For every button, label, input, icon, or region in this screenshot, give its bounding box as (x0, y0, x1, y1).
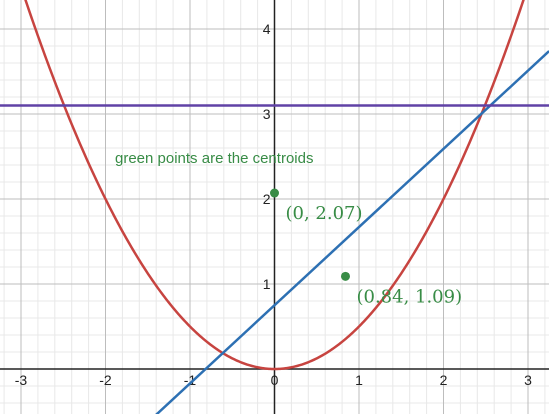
regression-line (155, 50, 549, 414)
centroid-point[interactable] (340, 271, 350, 281)
x-tick-label: 2 (440, 372, 448, 388)
y-tick-label: 1 (263, 276, 271, 292)
centroid-annotation: green points are the centroids (115, 150, 313, 167)
x-tick-label: -3 (15, 372, 28, 388)
x-tick-label: 1 (355, 372, 363, 388)
y-tick-label: 4 (263, 21, 271, 37)
centroid-label: (0, 2.07) (286, 203, 363, 224)
x-tick-label: -1 (184, 372, 197, 388)
centroid-points: (0, 2.07) (0.84, 1.09) (270, 188, 462, 307)
x-tick-label: 3 (524, 372, 532, 388)
x-tick-label: -2 (99, 372, 112, 388)
y-tick-label: 2 (263, 191, 271, 207)
x-tick-label: 0 (271, 372, 279, 388)
tick-labels: -3 -2 -1 0 1 2 3 1 2 3 4 (15, 21, 532, 388)
y-tick-label: 3 (263, 106, 271, 122)
parabola-curve (24, 0, 525, 371)
centroid-label: (0.84, 1.09) (356, 286, 462, 307)
centroid-point[interactable] (270, 188, 279, 198)
